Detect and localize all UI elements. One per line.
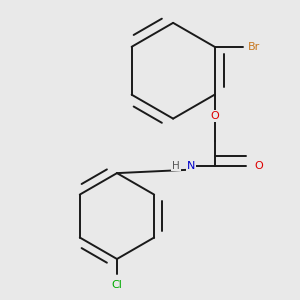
- Text: N: N: [187, 161, 195, 171]
- Text: O: O: [210, 111, 219, 121]
- Text: O: O: [254, 161, 263, 171]
- Text: H: H: [172, 161, 180, 171]
- Text: Cl: Cl: [112, 280, 122, 290]
- Text: Br: Br: [248, 42, 260, 52]
